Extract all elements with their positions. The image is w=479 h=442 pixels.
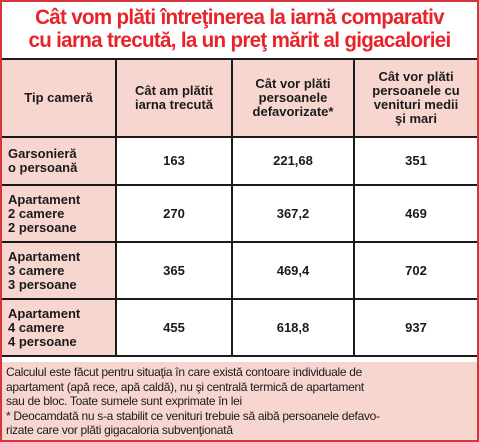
header-text: Cât vor plăti <box>255 76 331 91</box>
room-type-text: 2 persoane <box>8 219 77 235</box>
room-type-cell: Apartament 2 camere 2 persoane <box>2 186 117 241</box>
room-type-text: 4 persoane <box>8 333 77 349</box>
room-type-text: 4 camere <box>8 319 65 335</box>
footnote-line: * Deocamdată nu s-a stabilit ce venituri… <box>6 408 380 423</box>
header-text: iarna trecută <box>134 97 214 112</box>
room-type-cell: Apartament 4 camere 4 persoane <box>2 300 117 355</box>
footnotes: Calculul este făcut pentru situaţia în c… <box>2 362 477 440</box>
room-type-text: Garsonieră <box>8 146 77 161</box>
header-text: defavorizate* <box>252 104 334 119</box>
footnote-line: sau de bloc. Toate sumele sunt exprimate… <box>6 394 242 409</box>
disadvantaged-cell: 618,8 <box>233 300 355 355</box>
header-text: Cât am plătit <box>134 83 213 98</box>
last-winter-cell: 365 <box>117 243 233 298</box>
table-row: Apartament 2 camere 2 persoane 270 367,2… <box>2 186 477 243</box>
header-text: persoanele <box>258 90 328 105</box>
header-last-winter: Cât am plătit iarna trecută <box>117 60 233 136</box>
header-room-type: Tip cameră <box>2 60 117 136</box>
header-text: venituri medii <box>373 97 459 112</box>
header-medium-high-income: Cât vor plăti persoanele cu venituri med… <box>355 60 477 136</box>
footnote-line: rizate care vor plăti gigacaloria subven… <box>6 423 233 438</box>
header-text: Tip cameră <box>24 90 93 105</box>
medium-high-cell: 351 <box>355 138 477 184</box>
table-row: Garsonieră o persoană 163 221,68 351 <box>2 138 477 186</box>
room-type-cell: Garsonieră o persoană <box>2 138 117 184</box>
room-type-text: 3 persoane <box>8 276 77 292</box>
last-winter-cell: 455 <box>117 300 233 355</box>
room-type-text: 2 camere <box>8 205 65 221</box>
header-text: Cât vor plăti <box>378 69 454 84</box>
medium-high-cell: 702 <box>355 243 477 298</box>
header-text: persoanele cu <box>372 83 460 98</box>
table-header-row: Tip cameră Cât am plătit iarna trecută C… <box>2 60 477 138</box>
medium-high-cell: 937 <box>355 300 477 355</box>
header-text: şi mari <box>395 111 437 126</box>
footnote-line: Calculul este făcut pentru situaţia în c… <box>6 365 363 379</box>
room-type-text: Apartament <box>8 248 81 264</box>
table-row: Apartament 4 camere 4 persoane 455 618,8… <box>2 300 477 357</box>
medium-high-cell: 469 <box>355 186 477 241</box>
disadvantaged-cell: 469,4 <box>233 243 355 298</box>
heating-cost-table: Tip cameră Cât am plătit iarna trecută C… <box>2 58 477 357</box>
last-winter-cell: 270 <box>117 186 233 241</box>
room-type-text: Apartament <box>8 305 81 321</box>
title-line-2: cu iarna trecută, la un preţ mărit al gi… <box>28 29 451 52</box>
room-type-text: Apartament <box>8 191 81 207</box>
disadvantaged-cell: 367,2 <box>233 186 355 241</box>
disadvantaged-cell: 221,68 <box>233 138 355 184</box>
last-winter-cell: 163 <box>117 138 233 184</box>
room-type-text: o persoană <box>8 160 78 175</box>
infographic-title: Cât vom plăti întreţinerea la iarnă comp… <box>6 2 473 58</box>
header-disadvantaged: Cât vor plăti persoanele defavorizate* <box>233 60 355 136</box>
title-line-1: Cât vom plăti întreţinerea la iarnă comp… <box>35 6 444 29</box>
room-type-text: 3 camere <box>8 262 65 278</box>
footnote-line: apartament (apă rece, apă caldă), nu şi … <box>6 379 364 394</box>
room-type-cell: Apartament 3 camere 3 persoane <box>2 243 117 298</box>
table-row: Apartament 3 camere 3 persoane 365 469,4… <box>2 243 477 300</box>
